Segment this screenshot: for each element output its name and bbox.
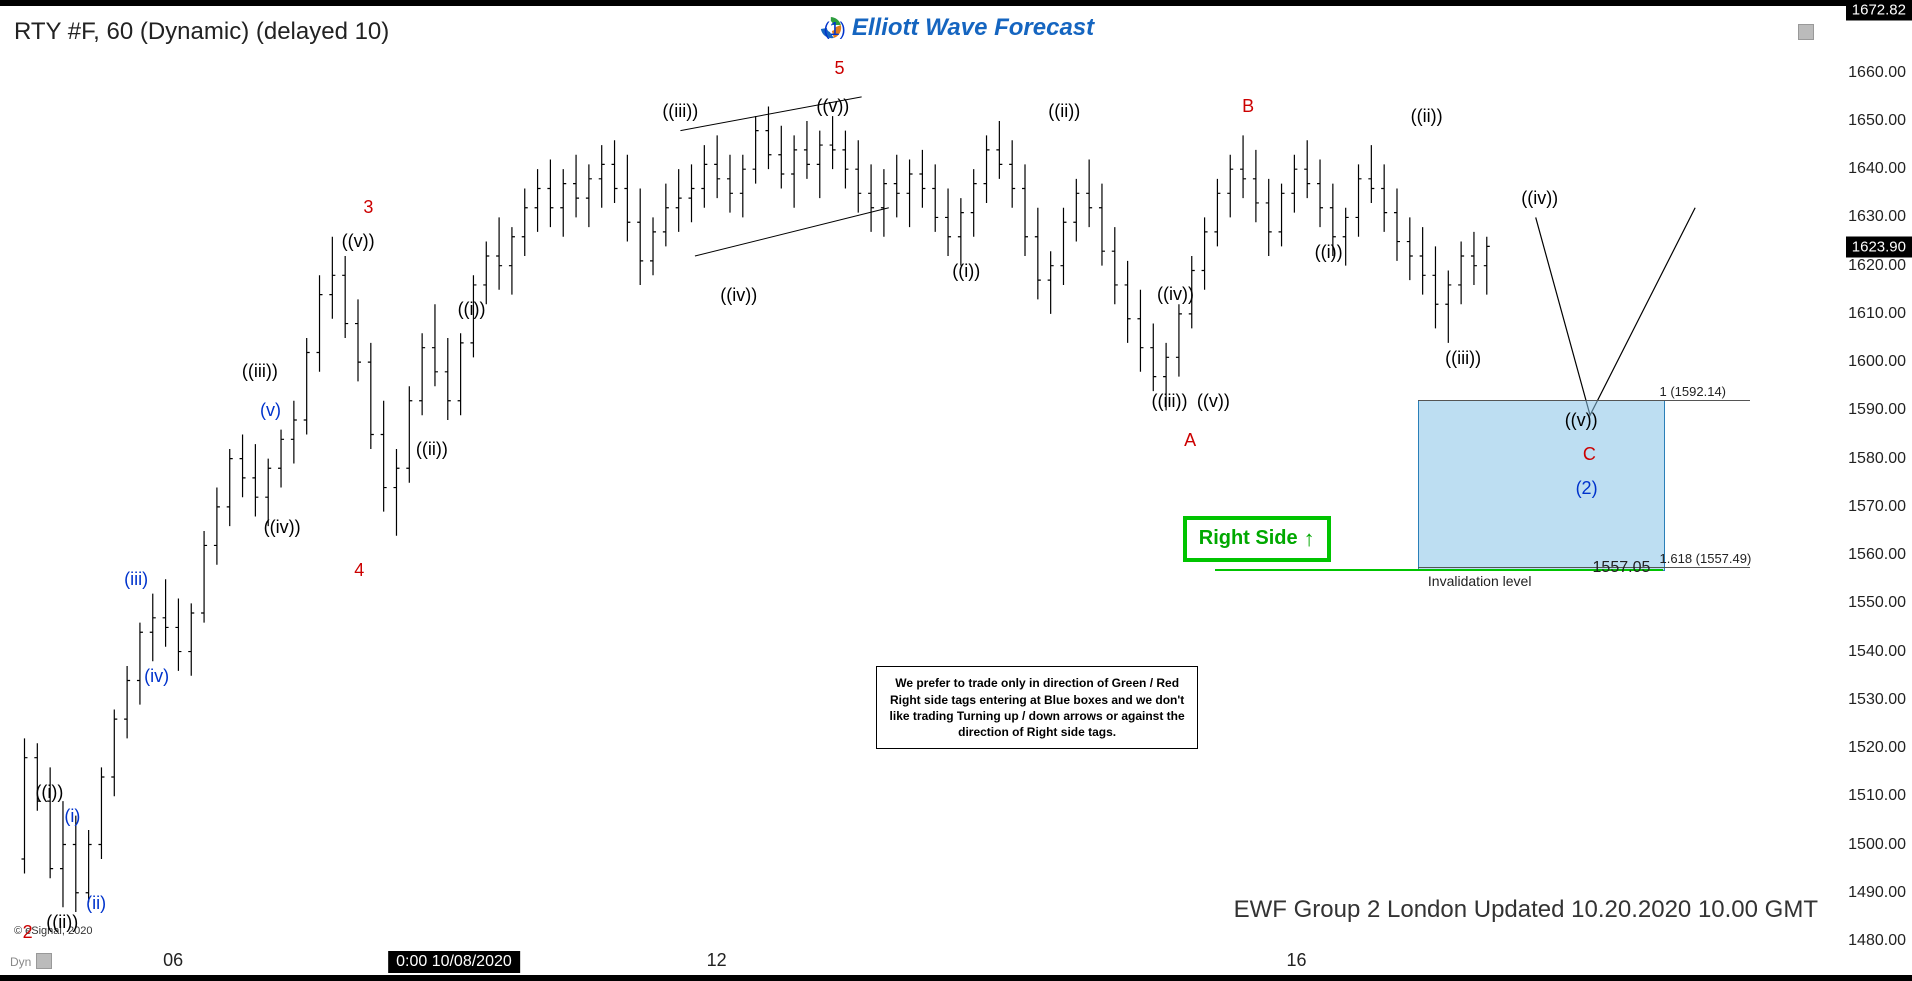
blue-box (1418, 400, 1665, 571)
y-tick: 1610.00 (1848, 305, 1906, 323)
y-tick: 1490.00 (1848, 884, 1906, 902)
y-tick: 1640.00 (1848, 160, 1906, 178)
y-top-tag: 1672.82 (1846, 0, 1912, 21)
x-axis: 06 12 16 0:00 10/08/2020 (10, 945, 1822, 981)
fib-label: 1 (1592.14) (1660, 384, 1727, 399)
x-tick: 06 (163, 950, 183, 971)
y-tick: 1650.00 (1848, 112, 1906, 130)
y-tick: 1530.00 (1848, 691, 1906, 709)
invalidation-value: 1557.05 (1593, 559, 1651, 577)
y-tick: 1620.00 (1848, 257, 1906, 275)
chart-root: RTY #F, 60 (Dynamic) (delayed 10) Elliot… (0, 0, 1912, 981)
invalidation-label: Invalidation level (1428, 573, 1532, 589)
y-last-price-tag: 1623.90 (1846, 236, 1912, 257)
y-tick: 1540.00 (1848, 643, 1906, 661)
y-tick: 1660.00 (1848, 64, 1906, 82)
right-side-tag: Right Side ↑ (1183, 516, 1331, 562)
y-tick: 1500.00 (1848, 836, 1906, 854)
fib-line (1418, 567, 1750, 568)
y-tick: 1600.00 (1848, 353, 1906, 371)
dyn-label: Dyn (10, 955, 31, 969)
y-tick: 1510.00 (1848, 787, 1906, 805)
y-tick: 1520.00 (1848, 739, 1906, 757)
x-tick: 16 (1287, 950, 1307, 971)
footer-text: EWF Group 2 London Updated 10.20.2020 10… (1234, 896, 1818, 924)
y-tick: 1590.00 (1848, 401, 1906, 419)
arrow-up-icon: ↑ (1304, 526, 1315, 552)
info-box: We prefer to trade only in direction of … (876, 666, 1198, 749)
y-tick: 1570.00 (1848, 498, 1906, 516)
copyright: © eSignal, 2020 (14, 925, 92, 937)
y-axis: 1480.001490.001500.001510.001520.001530.… (1826, 10, 1912, 941)
x-cursor-tag: 0:00 10/08/2020 (388, 951, 520, 973)
y-tick: 1580.00 (1848, 450, 1906, 468)
y-tick: 1560.00 (1848, 546, 1906, 564)
y-tick: 1630.00 (1848, 208, 1906, 226)
x-tick: 12 (707, 950, 727, 971)
right-side-text: Right Side (1199, 527, 1298, 550)
y-tick: 1480.00 (1848, 932, 1906, 950)
top-border (0, 0, 1912, 6)
fib-line (1418, 400, 1750, 401)
dyn-icon[interactable] (36, 953, 52, 969)
y-tick: 1550.00 (1848, 594, 1906, 612)
fib-label: 1.618 (1557.49) (1660, 551, 1752, 566)
